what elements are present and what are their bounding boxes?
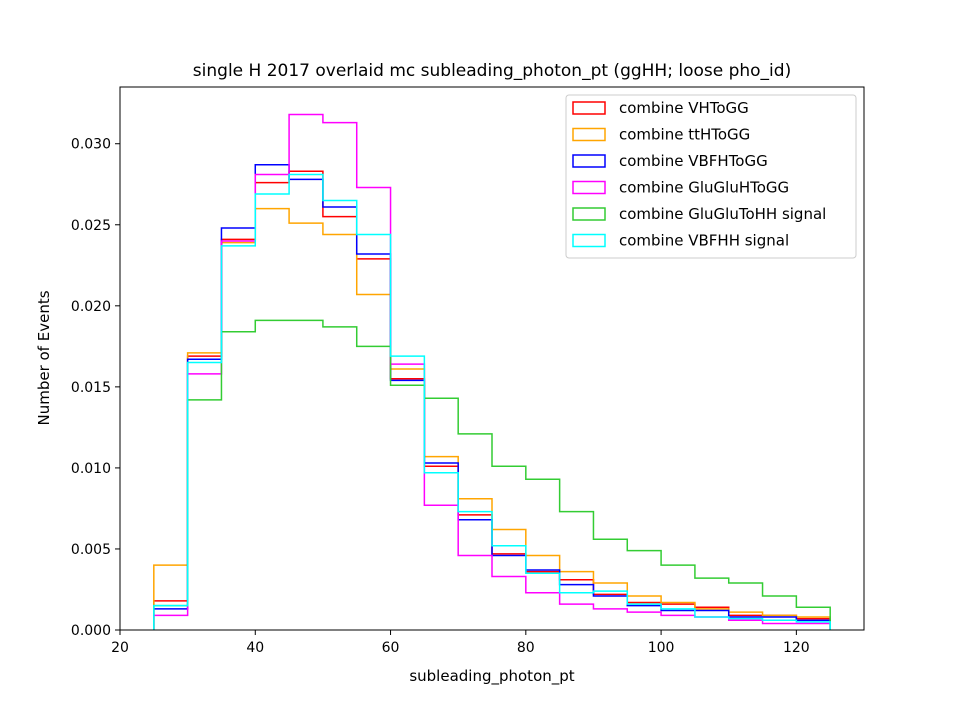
plot-frame <box>119 86 865 631</box>
x-tick-label: 120 <box>783 640 810 656</box>
legend-label-1: combine ttHToGG <box>619 126 750 144</box>
legend-swatch-3 <box>572 180 606 195</box>
legend: combine VHToGG combine ttHToGG combine VBF… <box>565 94 857 259</box>
y-axis-label: Number of Events <box>35 290 53 425</box>
legend-label-5: combine VBFHH signal <box>619 232 789 250</box>
y-axis: 0.000 0.005 0.010 0.015 0.020 0.025 0.030 <box>71 137 120 639</box>
x-tick-label: 40 <box>246 640 264 656</box>
legend-label-2: combine VBFHToGG <box>619 152 768 170</box>
y-tick-label: 0.025 <box>71 218 111 234</box>
legend-box <box>565 94 857 259</box>
legend-swatch-4 <box>572 207 606 221</box>
x-tick-label: 60 <box>382 640 400 656</box>
series-line-5 <box>153 173 831 630</box>
legend-label-0: combine VHToGG <box>619 99 749 117</box>
x-axis-label: subleading_photon_pt <box>409 667 574 686</box>
y-tick-label: 0.020 <box>71 299 111 315</box>
chart-title: single H 2017 overlaid mc subleading_pho… <box>193 61 791 81</box>
x-tick-label: 80 <box>517 640 535 656</box>
x-axis: 20 40 60 80 100 120 <box>111 630 810 656</box>
series-layer <box>153 113 831 630</box>
y-tick-label: 0.015 <box>71 380 111 396</box>
y-tick-label: 0.005 <box>71 542 111 558</box>
legend-swatch-0 <box>572 101 606 115</box>
legend-label-4: combine GluGluToHH signal <box>619 205 826 223</box>
y-tick-label: 0.000 <box>71 623 111 639</box>
y-tick-label: 0.010 <box>71 461 111 477</box>
legend-label-3: combine GluGluHToGG <box>619 179 789 197</box>
y-tick-label: 0.030 <box>71 137 111 153</box>
x-tick-label: 100 <box>648 640 675 656</box>
x-tick-label: 20 <box>111 640 129 656</box>
legend-swatch-2 <box>572 154 606 168</box>
legend-swatch-1 <box>572 127 606 142</box>
legend-swatch-5 <box>572 233 606 248</box>
series-line-4 <box>153 319 831 630</box>
